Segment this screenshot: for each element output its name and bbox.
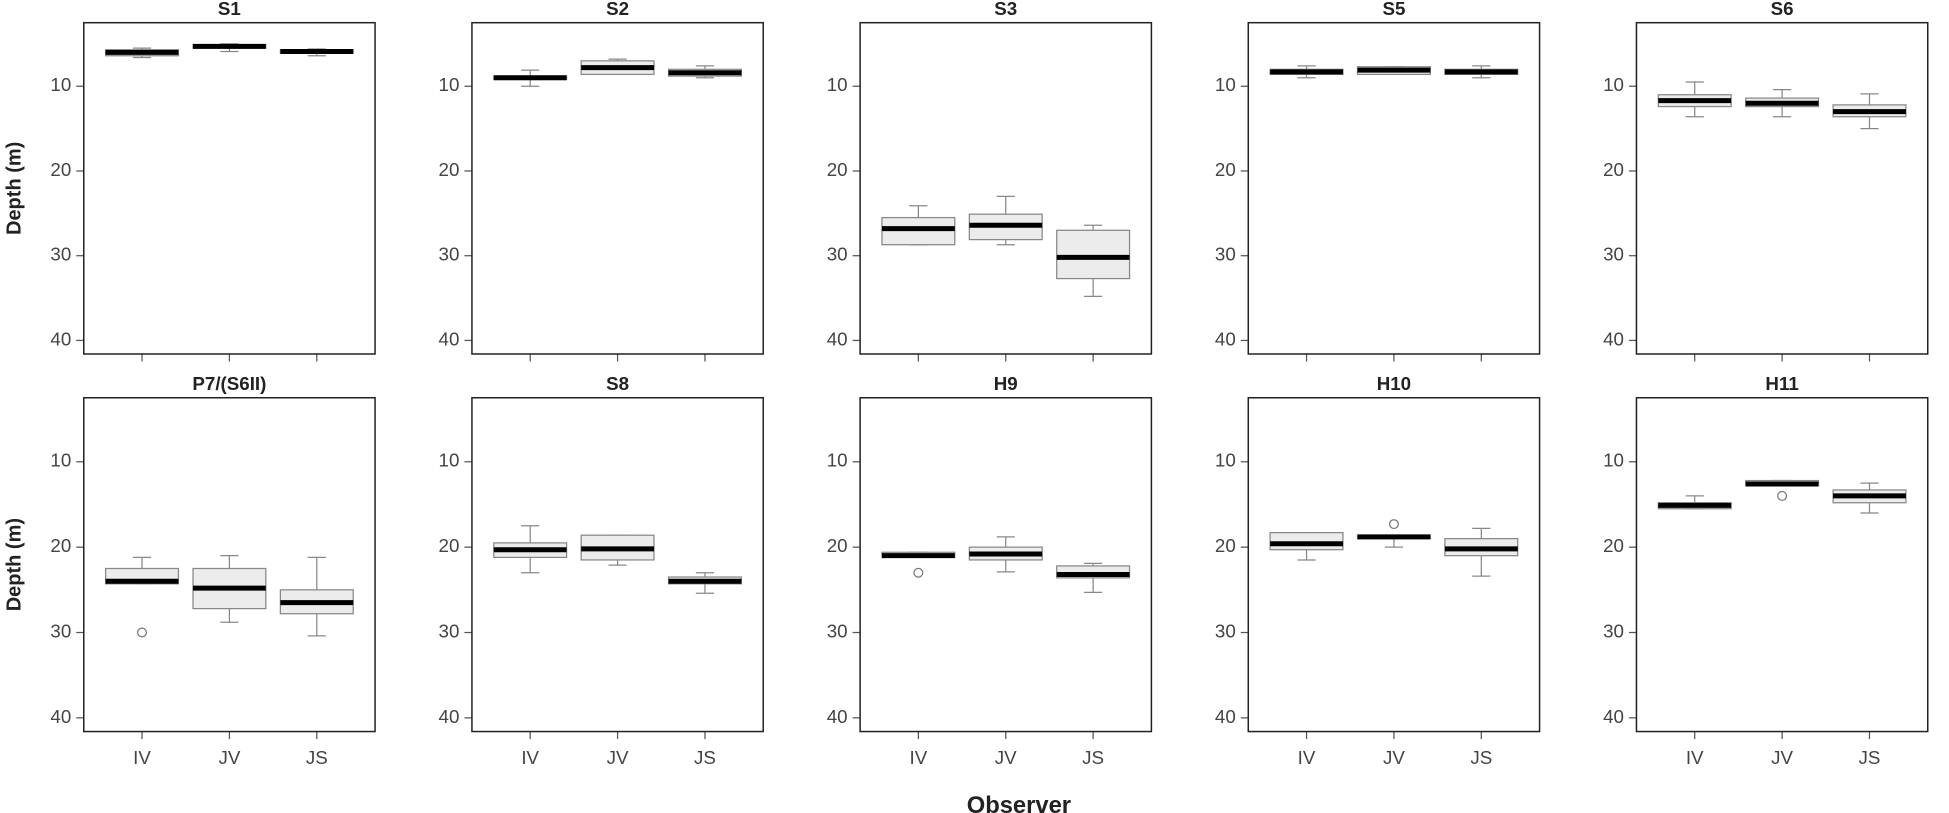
panel: S3 10 20 30 40 [827, 0, 1153, 362]
y-axis-label: Depth (m) [3, 142, 25, 235]
panel: H11 10 20 30 40 IV JV JS [1603, 373, 1929, 768]
x-tick-label: IV [133, 747, 151, 768]
y-tick-label: 10 [827, 74, 848, 95]
box [1269, 532, 1344, 551]
x-tick-label: IV [910, 747, 928, 768]
y-tick-label: 10 [1603, 74, 1624, 95]
panel-frame [1247, 21, 1541, 355]
y-tick-label: 40 [439, 328, 460, 349]
panel-title: S2 [606, 0, 629, 19]
y-tick-label: 40 [50, 328, 71, 349]
panel-title: S3 [994, 0, 1017, 19]
panel-title: S6 [1771, 0, 1794, 19]
y-tick-label: 40 [827, 706, 848, 727]
x-tick-label: JS [1470, 747, 1492, 768]
y-tick-label: 40 [439, 706, 460, 727]
outlier [137, 627, 148, 638]
panel-title: H11 [1765, 373, 1798, 394]
panel-title: S5 [1382, 0, 1405, 19]
y-tick-label: 30 [50, 620, 71, 641]
panel-frame [859, 21, 1153, 355]
y-tick-label: 10 [50, 450, 71, 471]
outlier [913, 567, 924, 578]
y-tick-label: 40 [827, 328, 848, 349]
y-tick-label: 40 [50, 706, 71, 727]
x-tick-label: JV [1771, 747, 1793, 768]
x-tick-label: JV [607, 747, 629, 768]
outlier [1388, 519, 1399, 530]
box [881, 216, 956, 246]
x-tick-label: IV [1686, 747, 1704, 768]
y-tick-label: 10 [439, 74, 460, 95]
y-tick-label: 30 [1215, 244, 1236, 265]
panel-title: H10 [1377, 373, 1411, 394]
panel-frame [471, 396, 764, 733]
outlier [1777, 490, 1788, 501]
x-tick-label: JV [1383, 747, 1405, 768]
panel: S6 10 20 30 40 [1603, 0, 1929, 362]
y-tick-label: 30 [827, 620, 848, 641]
y-tick-label: 40 [1603, 328, 1624, 349]
y-tick-label: 30 [439, 620, 460, 641]
y-tick-label: 20 [50, 159, 71, 180]
y-tick-label: 10 [1215, 74, 1236, 95]
y-tick-label: 20 [827, 535, 848, 556]
panel-frame [1635, 396, 1929, 733]
x-tick-label: JS [306, 747, 328, 768]
y-tick-label: 40 [1215, 706, 1236, 727]
y-axis-label: Depth (m) [3, 518, 25, 611]
panel-title: S1 [218, 0, 241, 19]
y-tick-label: 20 [1603, 159, 1624, 180]
box [1056, 229, 1131, 280]
x-tick-label: JV [995, 747, 1017, 768]
x-tick-label: JS [694, 747, 716, 768]
x-tick-label: JS [1082, 747, 1104, 768]
panel: S2 10 20 30 40 [439, 0, 764, 362]
y-tick-label: 20 [1215, 159, 1236, 180]
y-tick-label: 20 [50, 535, 71, 556]
panel-frame [83, 21, 376, 355]
y-tick-label: 20 [1215, 535, 1236, 556]
box [1056, 565, 1131, 579]
panel-frame [83, 396, 376, 733]
panel: P7/(S6II) Depth (m) 10 20 30 40 IV JV JS [3, 373, 376, 768]
y-tick-label: 30 [439, 244, 460, 265]
panel: H9 10 20 30 40 IV JV JS [827, 373, 1153, 768]
panel: S1 Depth (m) 10 20 30 40 [3, 0, 376, 362]
panel-frame [1635, 21, 1929, 355]
y-tick-label: 10 [439, 450, 460, 471]
y-tick-label: 20 [1603, 535, 1624, 556]
y-tick-label: 20 [827, 159, 848, 180]
x-tick-label: IV [1298, 747, 1316, 768]
panel-title: S8 [606, 373, 629, 394]
y-tick-label: 30 [1603, 620, 1624, 641]
y-tick-label: 30 [1603, 244, 1624, 265]
panel-frame [859, 396, 1153, 733]
y-tick-label: 20 [439, 159, 460, 180]
x-axis-label: Observer [967, 792, 1071, 813]
panel-frame [471, 21, 764, 355]
y-tick-label: 40 [1215, 328, 1236, 349]
y-tick-label: 30 [50, 244, 71, 265]
x-tick-label: IV [521, 747, 539, 768]
x-tick-label: JS [1859, 747, 1881, 768]
panel: S5 10 20 30 40 [1215, 0, 1541, 362]
y-tick-label: 40 [1603, 706, 1624, 727]
y-tick-label: 10 [50, 74, 71, 95]
panel-frame [1247, 396, 1541, 733]
y-tick-label: 20 [439, 535, 460, 556]
panel: H10 10 20 30 40 IV JV JS [1215, 373, 1541, 768]
panel: S8 10 20 30 40 IV JV JS [439, 373, 764, 768]
y-tick-label: 10 [827, 450, 848, 471]
panel-title: H9 [994, 373, 1018, 394]
y-tick-label: 30 [827, 244, 848, 265]
y-tick-label: 30 [1215, 620, 1236, 641]
panel-title: P7/(S6II) [192, 373, 266, 394]
y-tick-label: 10 [1215, 450, 1236, 471]
x-tick-label: JV [218, 747, 240, 768]
y-tick-label: 10 [1603, 450, 1624, 471]
